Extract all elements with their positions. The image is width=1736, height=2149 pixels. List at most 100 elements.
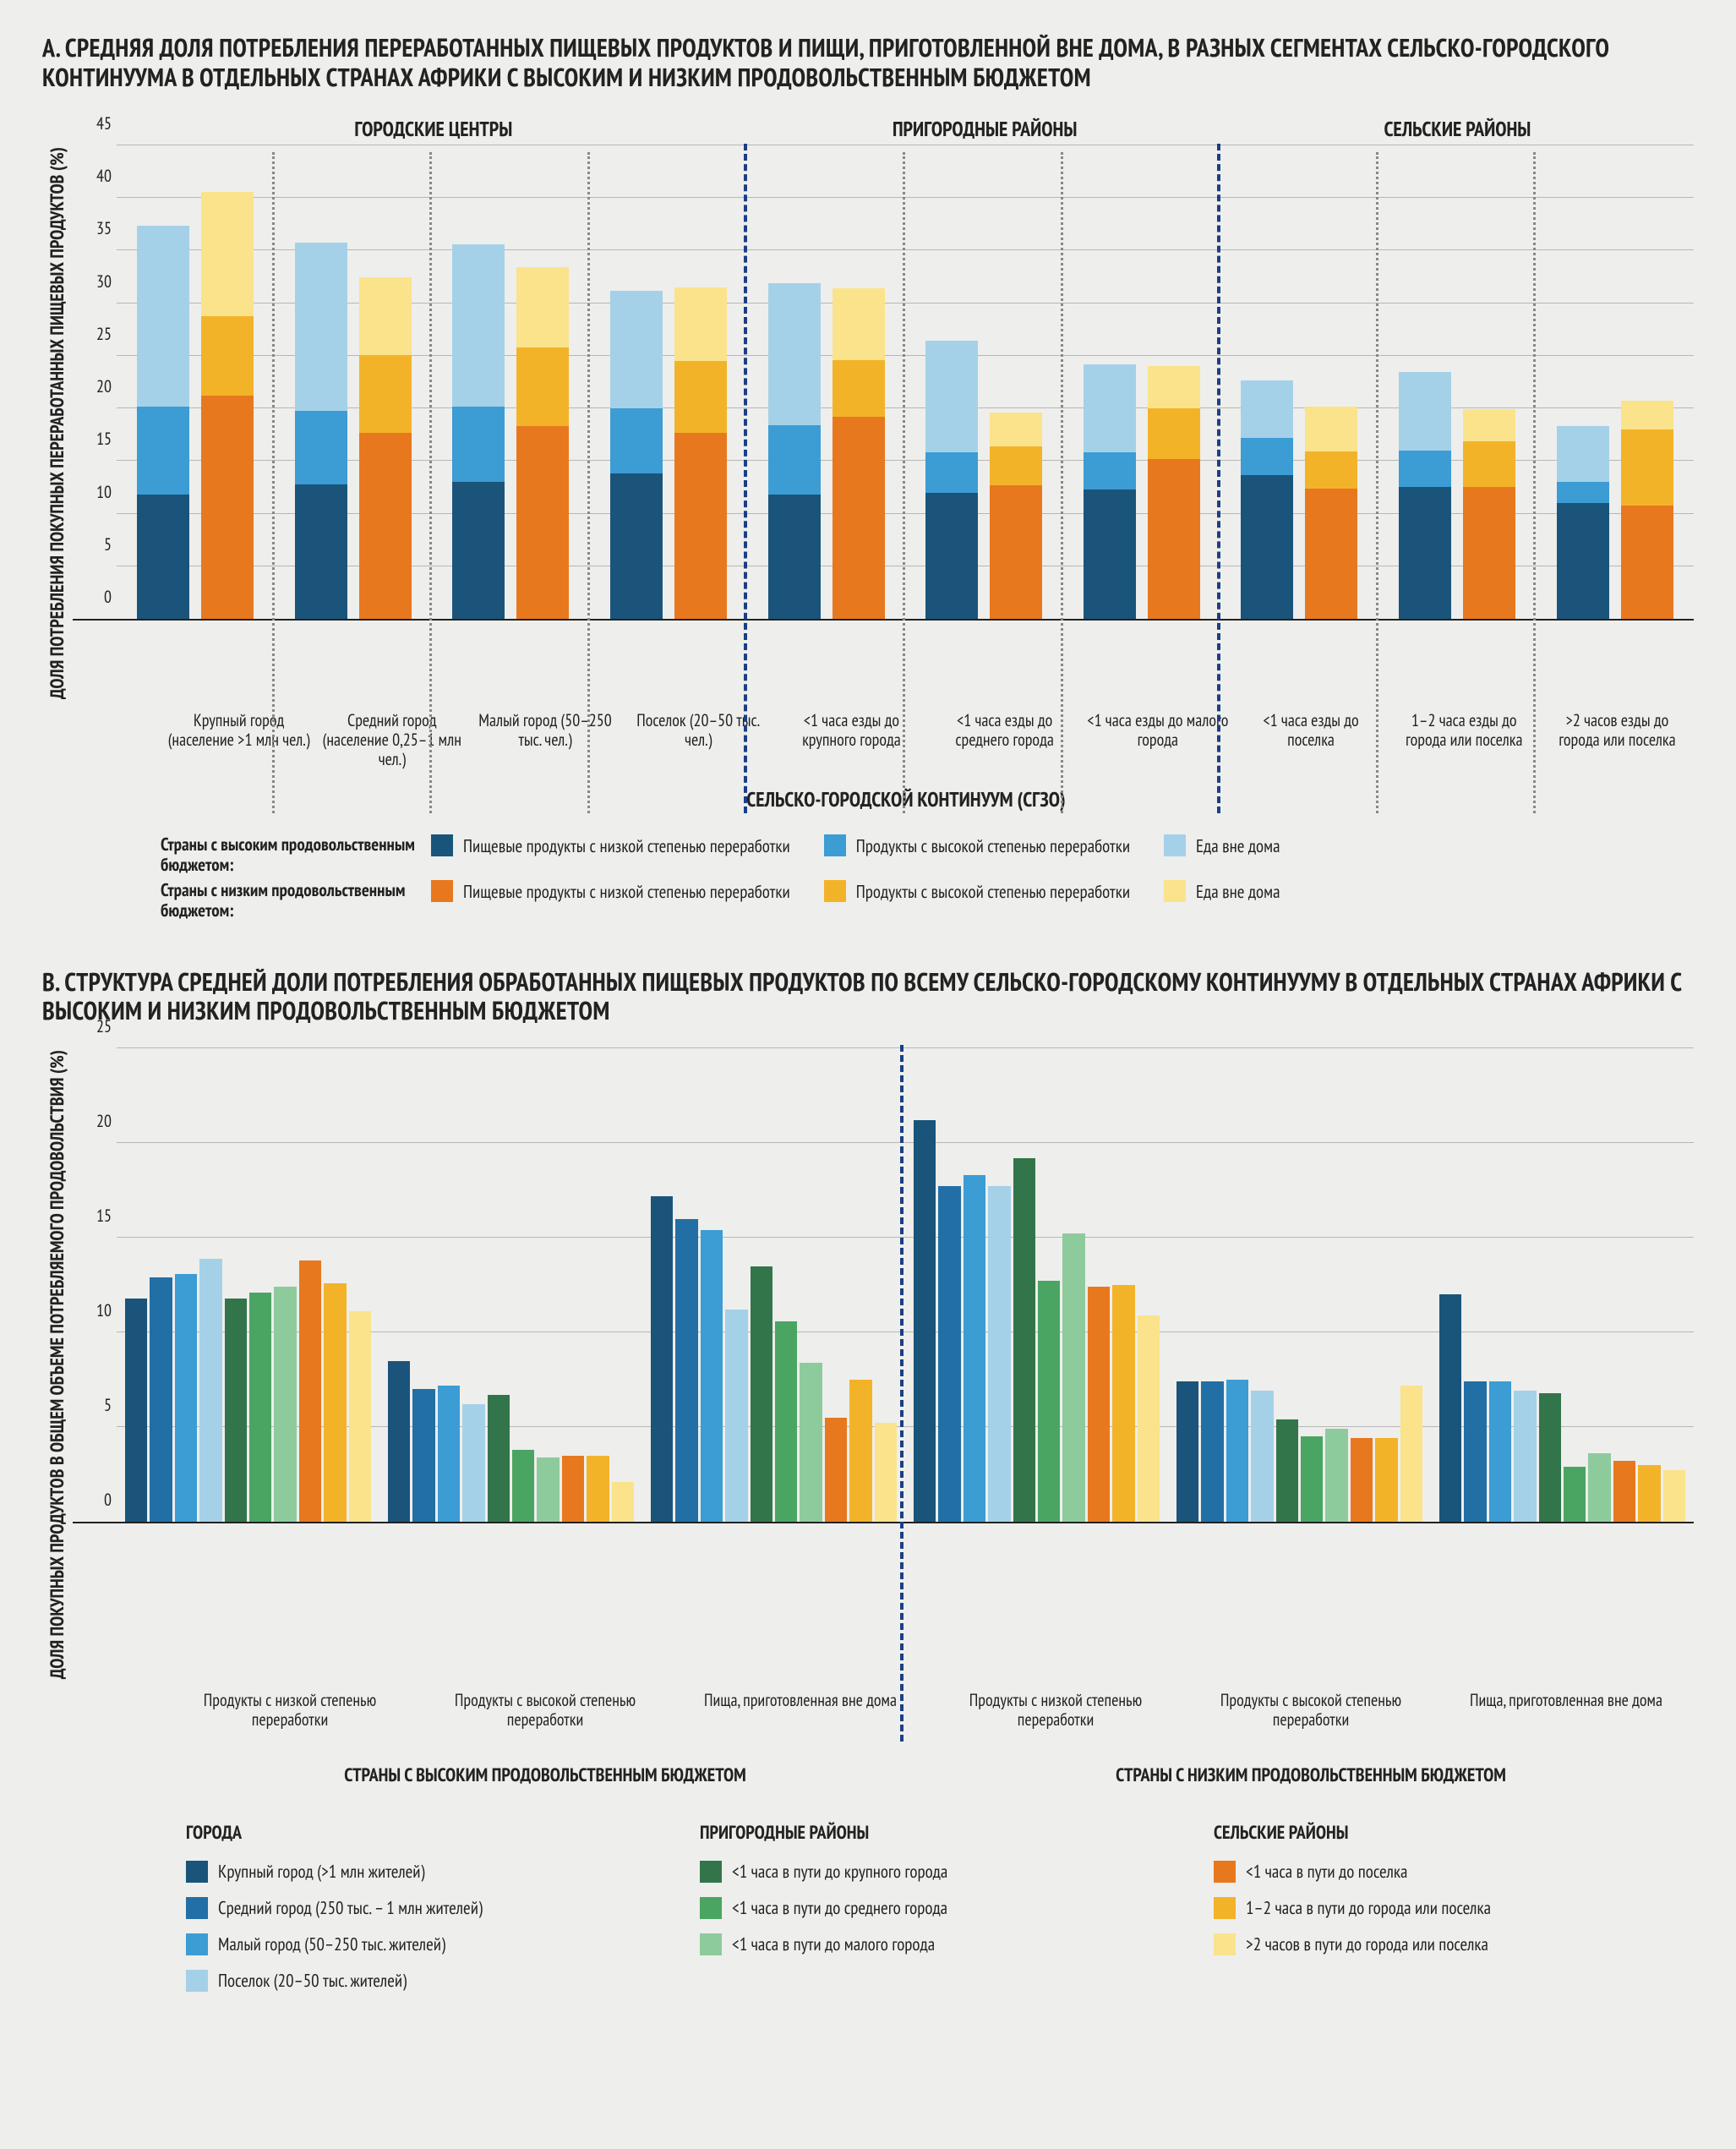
chartB-bar — [199, 1259, 221, 1522]
chartA-seg — [1621, 506, 1673, 619]
chartB-bar — [701, 1230, 723, 1522]
chartB-legend: ГОРОДАКрупный город (>1 млн жителей)Сред… — [186, 1821, 1694, 2005]
chartA-bar-low — [674, 287, 727, 619]
legend-swatch — [700, 1897, 722, 1919]
chartB-bar — [1351, 1438, 1373, 1522]
chartA-seg — [1621, 401, 1673, 429]
chartB-bar — [1176, 1381, 1198, 1522]
chartA-bar-low — [516, 267, 569, 619]
chartA-group — [905, 147, 1063, 619]
chartB-ytick: 15 — [96, 1205, 112, 1227]
legend-text: <1 часа в пути до среднего города — [732, 1896, 947, 1919]
chartA-group — [1378, 147, 1537, 619]
legend-swatch — [431, 834, 453, 856]
chartB-bar — [462, 1404, 484, 1522]
chartB-bar — [1276, 1419, 1298, 1522]
chartA-group — [1536, 147, 1694, 619]
chartB-bar — [349, 1311, 371, 1522]
legend-item: >2 часов в пути до города или поселка — [1214, 1933, 1694, 1955]
chartA-bar-high — [1399, 372, 1451, 619]
chartA-seg — [1241, 438, 1293, 475]
chartA-y-axis-label: ДОЛЯ ПОТРЕБЛЕНИЯ ПОКУПНЫХ ПЕРЕРАБОТАННЫХ… — [42, 147, 73, 699]
chartB-bar — [725, 1310, 747, 1522]
legend-swatch — [700, 1933, 722, 1955]
chartB-bar — [875, 1423, 897, 1521]
chartA-group — [117, 147, 275, 619]
legend-item: Поселок (20–50 тыс. жителей) — [186, 1969, 666, 1992]
legend-text: Еда вне дома — [1196, 880, 1280, 903]
chartB-bar — [1439, 1294, 1461, 1522]
chartA-bar-low — [201, 192, 254, 619]
chartA-cat-label: 1–2 часа езды до города или поселка — [1388, 711, 1541, 769]
chartB-bar — [1112, 1285, 1134, 1522]
chartA-seg — [925, 452, 978, 492]
legend-text: Еда вне дома — [1196, 834, 1280, 857]
legendB-col-title: СЕЛЬСКИЕ РАЙОНЫ — [1214, 1821, 1694, 1845]
chartB-bar — [964, 1175, 985, 1522]
chartA-seg — [1463, 441, 1515, 488]
chartA-seg — [1305, 489, 1357, 619]
chartA-seg — [1241, 475, 1293, 619]
legend-swatch — [824, 880, 846, 902]
chartB-ytick: 20 — [96, 1110, 112, 1132]
chartB-bar — [651, 1196, 673, 1522]
chartA-seg — [295, 243, 347, 411]
legend-item: Пищевые продукты с низкой степенью перер… — [431, 880, 790, 903]
chartB-cat-label: Продукты с низкой степенью переработки — [928, 1691, 1183, 1730]
chartB-bar — [1514, 1391, 1536, 1522]
chartB-bar — [388, 1361, 410, 1522]
chartA-ytick: 15 — [96, 428, 112, 450]
chartA-bar-high — [137, 226, 189, 619]
chartA-seg — [295, 411, 347, 484]
chartB-bar — [512, 1450, 534, 1522]
chartB-bar — [1301, 1436, 1323, 1522]
chartA-seg — [359, 355, 412, 433]
chartA-cat-label: <1 часа езды до поселка — [1234, 711, 1387, 769]
chartA-group — [1220, 147, 1378, 619]
chartB-bar — [125, 1299, 147, 1522]
legend-text: >2 часов в пути до города или поселка — [1246, 1933, 1488, 1955]
legend-text: Пищевые продукты с низкой степенью перер… — [463, 880, 790, 903]
legend-text: Пищевые продукты с низкой степенью перер… — [463, 834, 790, 857]
legend-text: Средний город (250 тыс. – 1 млн жителей) — [218, 1896, 483, 1919]
chartB-cat-label: Продукты с высокой степенью переработки — [418, 1691, 673, 1730]
chartA-bar-high — [295, 243, 347, 620]
chartB-bar — [849, 1380, 871, 1522]
legend-item: Продукты с высокой степенью переработки — [824, 880, 1130, 903]
chartA-group — [747, 147, 905, 619]
legend-item: Еда вне дома — [1164, 880, 1280, 903]
chartA-ytick: 10 — [96, 481, 112, 503]
legend-swatch — [186, 1933, 208, 1955]
chartB-bar — [825, 1418, 847, 1522]
chartA-seg — [833, 417, 885, 619]
chartA-seg — [201, 396, 254, 619]
chartA-seg — [674, 361, 727, 433]
chartA-seg — [201, 192, 254, 316]
chartB-bar — [1588, 1453, 1610, 1522]
chartB-group — [1431, 1050, 1694, 1522]
chartA-seg — [925, 341, 978, 452]
legend-swatch — [431, 880, 453, 902]
chartB-bar — [225, 1299, 247, 1522]
chartB-bar — [438, 1386, 460, 1522]
chartA-seg — [1084, 452, 1136, 489]
legend-text: Продукты с высокой степенью переработки — [856, 834, 1130, 857]
legend-item: Пищевые продукты с низкой степенью перер… — [431, 834, 790, 857]
chartB-cat-label: Продукты с высокой степенью переработки — [1183, 1691, 1438, 1730]
chartA-seg — [295, 484, 347, 619]
chartA-seg — [990, 413, 1042, 446]
chartA-seg — [1148, 459, 1200, 619]
legendA-row1-label: Страны с высоким продовольственным бюдже… — [161, 834, 431, 875]
chartA-seg — [1399, 487, 1451, 619]
chartB-group — [642, 1050, 905, 1522]
chartA-seg — [137, 495, 189, 619]
chartB-half-label-high: СТРАНЫ С ВЫСОКИМ ПРОДОВОЛЬСТВЕННЫМ БЮДЖЕ… — [162, 1763, 928, 1787]
chartB-ytick: 5 — [104, 1394, 112, 1416]
legendA-row2-label: Страны с низким продовольственным бюджет… — [161, 880, 431, 921]
chartA-cat-label: <1 часа езды до среднего города — [928, 711, 1081, 769]
chartA-seg — [516, 347, 569, 426]
chartB-bar — [1464, 1381, 1486, 1522]
chartB-group — [117, 1050, 379, 1522]
chartA-bar-low — [359, 277, 412, 619]
legendB-col: ГОРОДАКрупный город (>1 млн жителей)Сред… — [186, 1821, 666, 2005]
